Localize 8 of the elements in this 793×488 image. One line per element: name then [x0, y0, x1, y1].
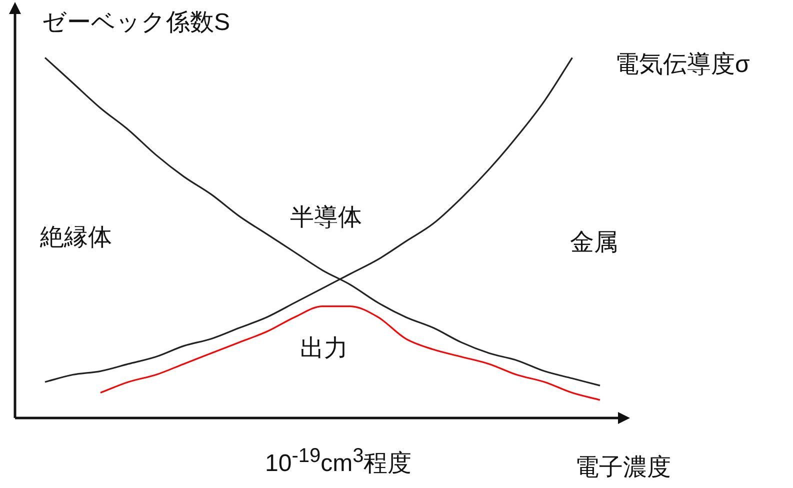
y-axis-title: ゼーベック係数S [42, 9, 230, 36]
annotation: 絶縁体 [40, 224, 112, 252]
series-label: 出力 [300, 335, 348, 362]
text: 10$^{-19}$cm$^{3}$程度 [265, 445, 412, 478]
x-axis-title: 電子濃度 [575, 454, 671, 482]
series-label: 電気伝導度σ [615, 51, 750, 78]
annotation: 金属 [570, 229, 618, 256]
annotation: 半導体 [290, 204, 362, 232]
